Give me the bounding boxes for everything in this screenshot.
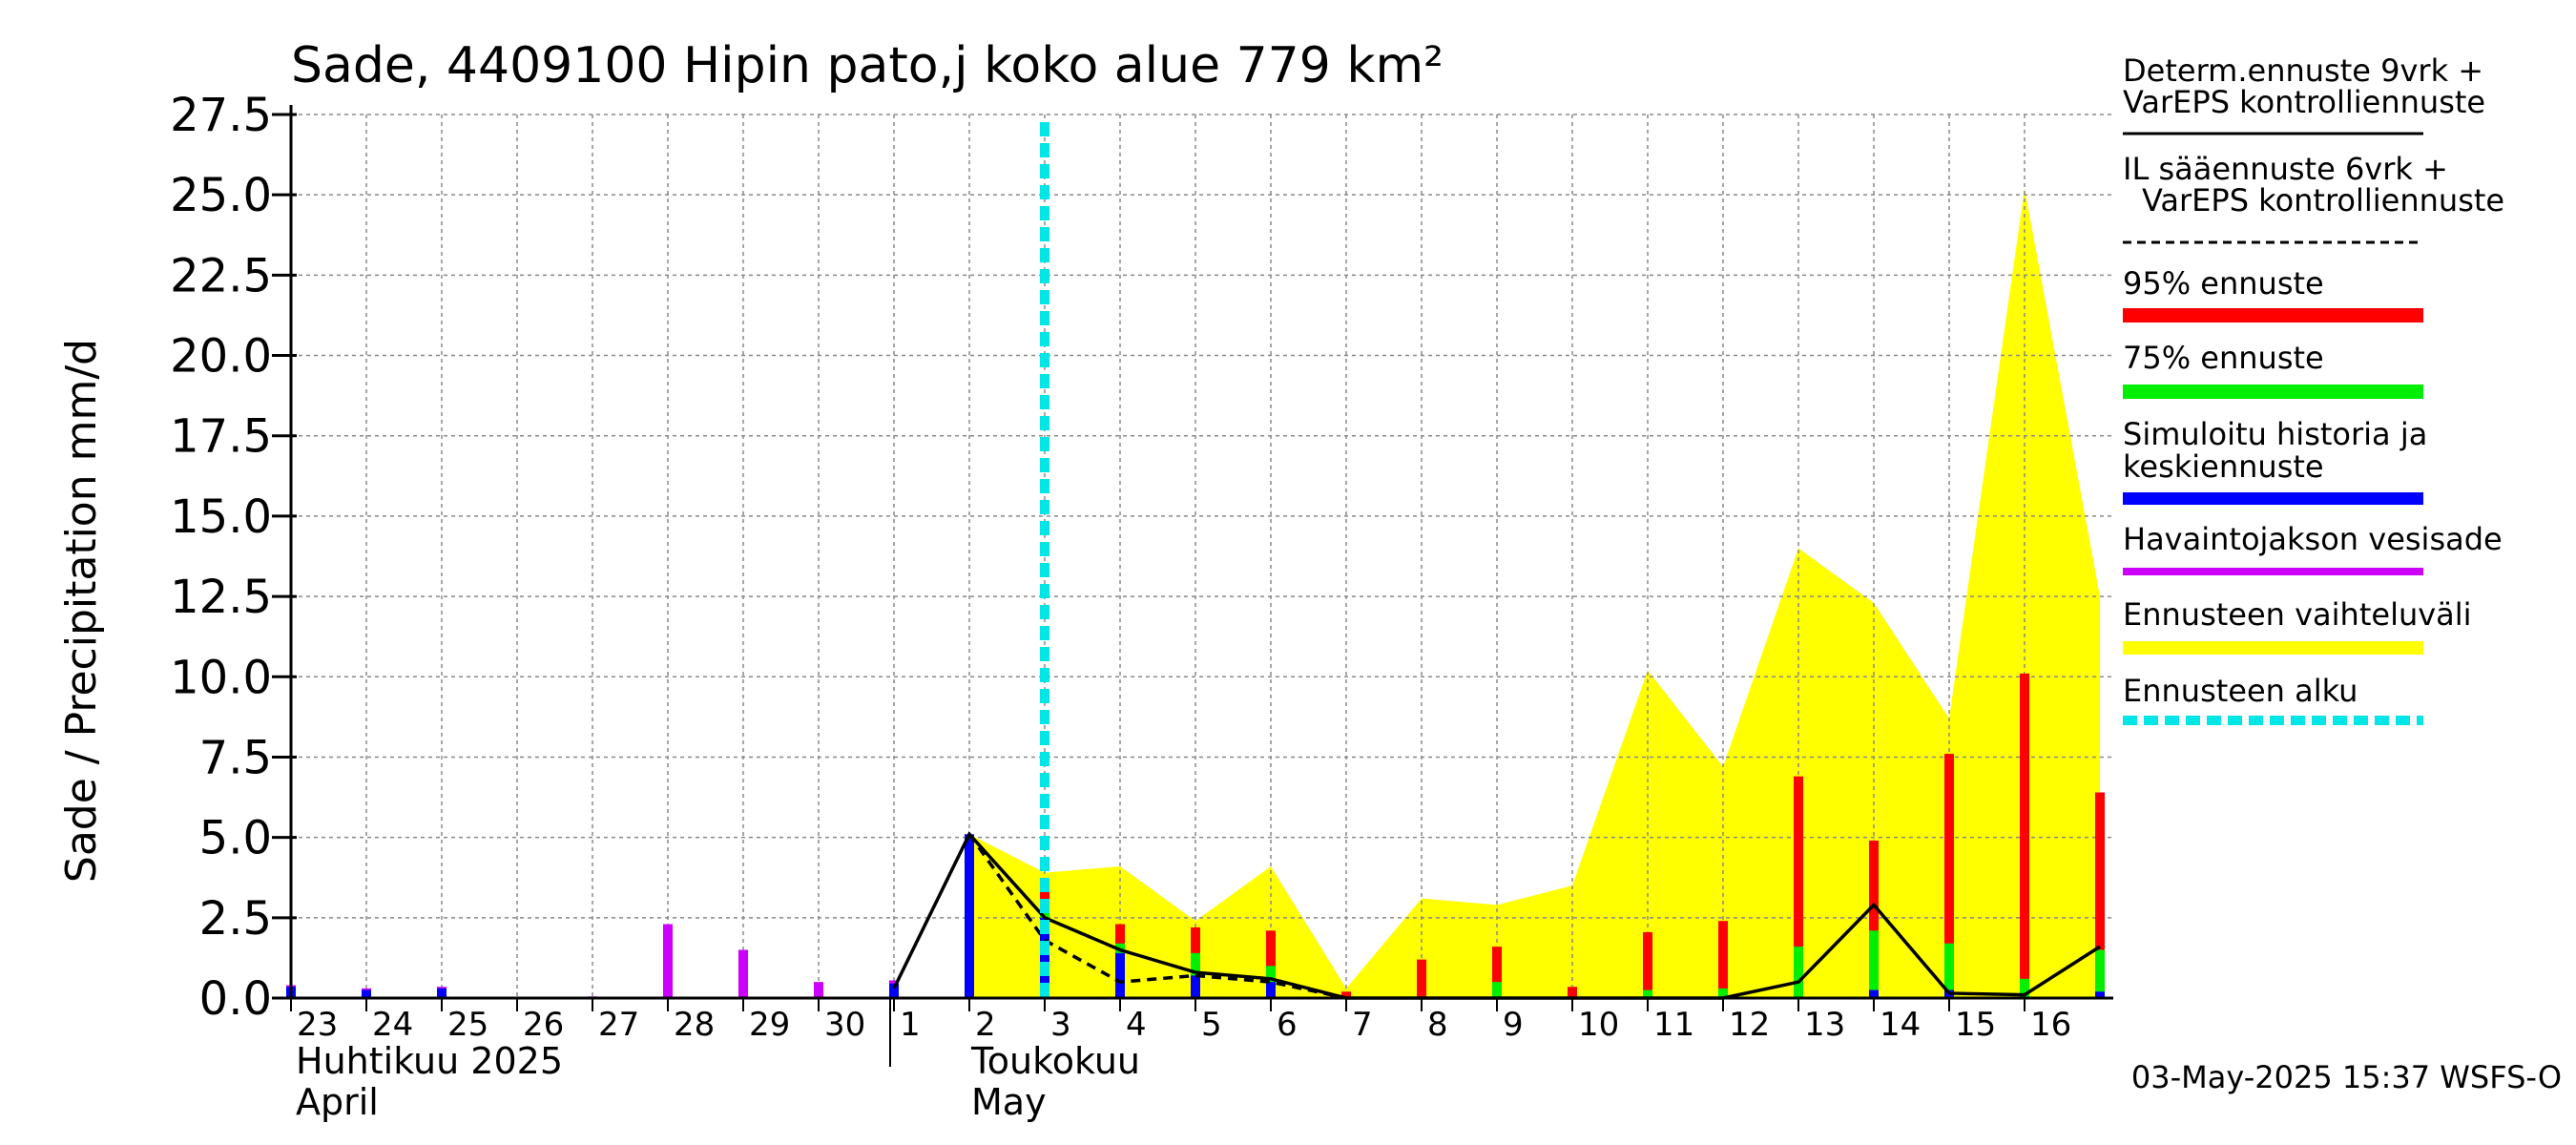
simulated-bar <box>362 989 371 998</box>
y-tick-label: 5.0 <box>199 812 272 865</box>
legend-simulated-label-1: Simuloitu historia ja <box>2123 416 2427 452</box>
forecast-75-bar <box>1718 988 1728 998</box>
x-tick-label: 3 <box>1050 1006 1071 1044</box>
y-tick-label: 7.5 <box>199 731 272 784</box>
forecast-95-bar <box>1869 841 1879 998</box>
simulated-bar <box>1869 989 1879 998</box>
forecast-95-bar <box>1417 959 1426 998</box>
forecast-75-bar <box>1869 930 1879 998</box>
y-tick-label: 22.5 <box>170 249 272 302</box>
y-tick-label: 27.5 <box>170 89 272 142</box>
forecast-95-bar <box>1492 947 1502 998</box>
x-tick-label: 13 <box>1804 1006 1845 1044</box>
observed-bar <box>663 924 673 998</box>
x-tick-label: 2 <box>975 1006 996 1044</box>
x-tick-label: 10 <box>1578 1006 1619 1044</box>
simulated-bar <box>1266 982 1276 998</box>
observed-bar <box>814 982 823 998</box>
x-tick-label: 1 <box>900 1006 921 1044</box>
timestamp: 03-May-2025 15:37 WSFS-O <box>2131 1059 2562 1095</box>
legend-75-swatch <box>2123 385 2423 399</box>
forecast-75-bar <box>1944 943 1954 998</box>
simulated-bar <box>889 983 899 998</box>
x-tick-label: 15 <box>1955 1006 1996 1044</box>
month-label-april-en: April <box>296 1081 379 1123</box>
legend-il-label-2: VarEPS kontrolliennuste <box>2142 182 2504 219</box>
y-tick-label: 20.0 <box>170 330 272 384</box>
simulated-bar <box>965 834 974 998</box>
forecast-95-bar <box>1718 921 1728 998</box>
legend-75-label: 75% ennuste <box>2123 340 2324 376</box>
legend-range-swatch <box>2123 641 2423 655</box>
y-tick-label: 12.5 <box>170 571 272 624</box>
x-tick-label: 7 <box>1352 1006 1373 1044</box>
legend-start-label: Ennusteen alku <box>2123 673 2358 709</box>
simulated-bar <box>437 988 447 998</box>
month-label-april-fi: Huhtikuu 2025 <box>296 1040 563 1082</box>
chart-title: Sade, 4409100 Hipin pato,j koko alue 779… <box>291 37 1444 94</box>
legend-simulated-label-2: keskiennuste <box>2123 448 2324 485</box>
il-forecast-line <box>967 833 1347 1000</box>
x-tick-label: 25 <box>447 1006 488 1044</box>
forecast-95-bar <box>2095 792 2105 998</box>
forecast-75-bar <box>2020 978 2029 998</box>
x-tick-label: 29 <box>749 1006 790 1044</box>
x-tick-label: 14 <box>1880 1006 1921 1044</box>
y-tick-label: 25.0 <box>170 169 272 222</box>
forecast-95-bar <box>1944 754 1954 998</box>
legend-il-label-1: IL sääennuste 6vrk + <box>2123 151 2448 187</box>
forecast-95-bar <box>1568 987 1577 998</box>
observed-bar <box>738 949 748 998</box>
x-tick-label: 8 <box>1427 1006 1448 1044</box>
y-axis-label: Sade / Precipitation mm/d <box>57 339 106 883</box>
forecast-75-bar <box>2095 949 2105 998</box>
x-tick-label: 6 <box>1277 1006 1298 1044</box>
forecast-75-bar <box>1794 947 1803 998</box>
simulated-bar <box>2095 991 2105 998</box>
legend-range-label: Ennusteen vaihteluväli <box>2123 596 2472 633</box>
x-tick-label: 12 <box>1729 1006 1770 1044</box>
ensemble-range-layer <box>969 188 2100 998</box>
ensemble-range-area <box>969 188 2100 998</box>
simulated-bar <box>1115 952 1125 998</box>
legend-observed-label: Havaintojakson vesisade <box>2123 521 2503 557</box>
forecast-75-bar <box>1266 966 1276 998</box>
x-tick-label: 4 <box>1126 1006 1147 1044</box>
x-tick-label: 11 <box>1653 1006 1694 1044</box>
y-tick-label: 2.5 <box>199 892 272 946</box>
forecast-95-bar <box>1266 930 1276 998</box>
x-tick-label: 9 <box>1503 1006 1524 1044</box>
month-label-may-en: May <box>971 1081 1047 1123</box>
legend-determ-label-1: Determ.ennuste 9vrk + <box>2123 52 2483 89</box>
legend-95-swatch <box>2123 308 2423 323</box>
forecast-95-bar <box>1794 776 1803 998</box>
y-tick-label: 10.0 <box>170 651 272 704</box>
x-tick-label: 23 <box>297 1006 338 1044</box>
x-tick-label: 26 <box>523 1006 564 1044</box>
y-tick-label: 17.5 <box>170 410 272 464</box>
x-tick-label: 30 <box>824 1006 865 1044</box>
y-tick-label: 0.0 <box>199 972 272 1026</box>
y-tick-label: 15.0 <box>170 490 272 544</box>
x-tick-label: 24 <box>372 1006 413 1044</box>
month-label-may-fi: Toukokuu <box>970 1040 1140 1082</box>
legend-observed-swatch <box>2123 568 2423 575</box>
x-tick-label: 5 <box>1201 1006 1222 1044</box>
forecast-95-bar <box>1643 931 1652 998</box>
legend-determ-label-2: VarEPS kontrolliennuste <box>2123 84 2485 120</box>
simulated-bar <box>1040 917 1049 998</box>
legend: Determ.ennuste 9vrk + VarEPS kontrollien… <box>2123 52 2504 725</box>
legend-simulated-swatch <box>2123 492 2423 505</box>
legend-95-label: 95% ennuste <box>2123 265 2324 302</box>
forecast-75-bar <box>1643 989 1652 998</box>
axis-layer: 0.0 2.5 5.0 7.5 10.0 12.5 15.0 17.5 20.0 22.5 25.0… <box>170 89 2113 1067</box>
forecast-95-bar <box>1341 991 1351 998</box>
x-tick-label: 28 <box>674 1006 715 1044</box>
x-tick-label: 27 <box>598 1006 639 1044</box>
x-tick-label: 16 <box>2030 1006 2071 1044</box>
simulated-bar <box>1191 975 1200 998</box>
forecast-95-bar <box>2020 673 2029 998</box>
forecast-75-bar <box>1492 982 1502 998</box>
